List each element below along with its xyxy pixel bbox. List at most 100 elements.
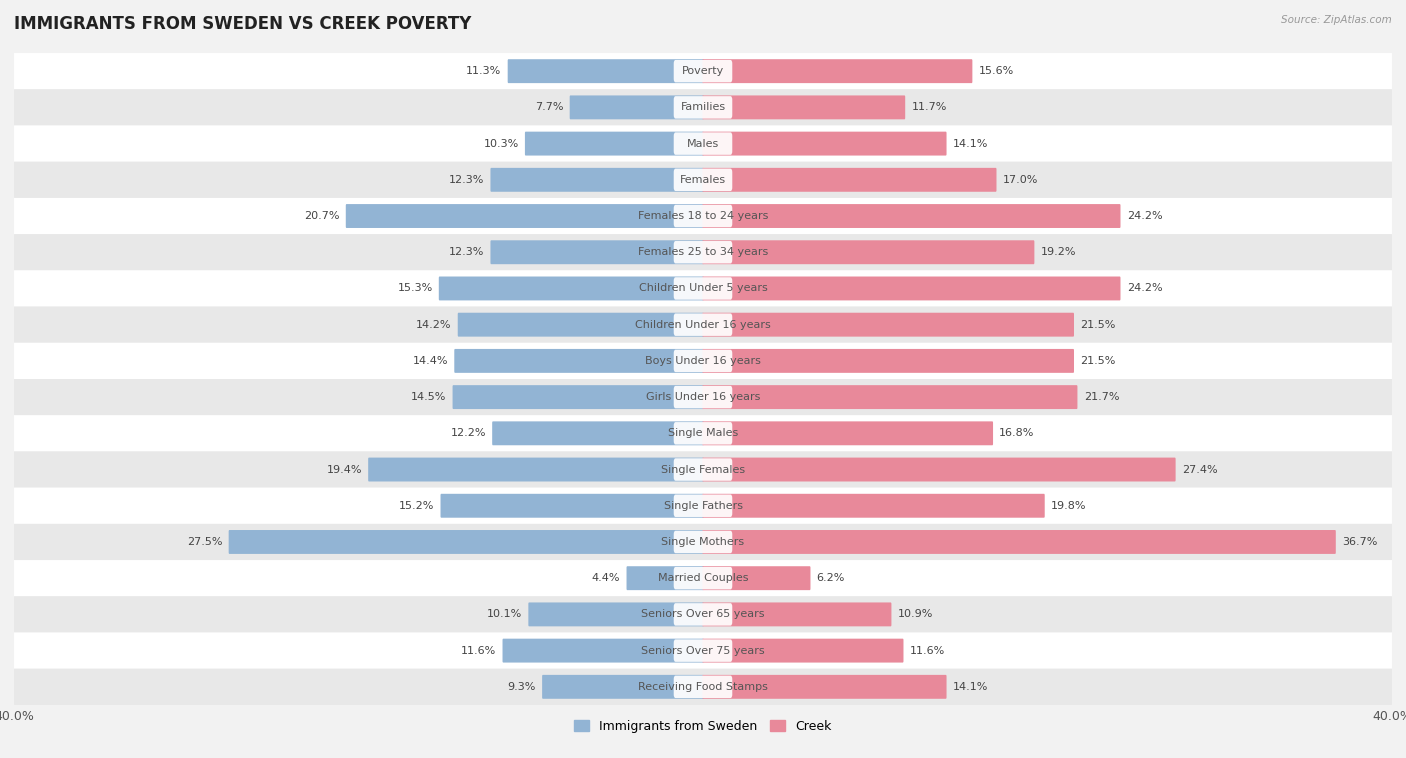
Text: 10.9%: 10.9%	[897, 609, 934, 619]
Text: 6.2%: 6.2%	[817, 573, 845, 583]
Text: Girls Under 16 years: Girls Under 16 years	[645, 392, 761, 402]
Text: 21.5%: 21.5%	[1080, 356, 1115, 366]
FancyBboxPatch shape	[14, 415, 1392, 452]
FancyBboxPatch shape	[14, 343, 1392, 379]
FancyBboxPatch shape	[673, 314, 733, 336]
FancyBboxPatch shape	[14, 53, 1392, 89]
FancyBboxPatch shape	[502, 639, 703, 662]
Text: Females 18 to 24 years: Females 18 to 24 years	[638, 211, 768, 221]
Text: 16.8%: 16.8%	[1000, 428, 1035, 438]
Text: 12.3%: 12.3%	[449, 247, 484, 257]
Text: Families: Families	[681, 102, 725, 112]
FancyBboxPatch shape	[14, 560, 1392, 597]
Text: Children Under 16 years: Children Under 16 years	[636, 320, 770, 330]
FancyBboxPatch shape	[492, 421, 703, 445]
Text: 19.4%: 19.4%	[326, 465, 361, 475]
Text: 10.1%: 10.1%	[486, 609, 522, 619]
Text: 12.2%: 12.2%	[450, 428, 486, 438]
Legend: Immigrants from Sweden, Creek: Immigrants from Sweden, Creek	[569, 715, 837, 738]
Text: Boys Under 16 years: Boys Under 16 years	[645, 356, 761, 366]
Text: 24.2%: 24.2%	[1126, 211, 1163, 221]
Text: IMMIGRANTS FROM SWEDEN VS CREEK POVERTY: IMMIGRANTS FROM SWEDEN VS CREEK POVERTY	[14, 15, 471, 33]
FancyBboxPatch shape	[368, 458, 703, 481]
FancyBboxPatch shape	[673, 349, 733, 372]
Text: 14.5%: 14.5%	[411, 392, 446, 402]
FancyBboxPatch shape	[703, 639, 904, 662]
FancyBboxPatch shape	[673, 241, 733, 264]
Text: 17.0%: 17.0%	[1002, 175, 1038, 185]
Text: 11.6%: 11.6%	[910, 646, 945, 656]
FancyBboxPatch shape	[14, 161, 1392, 198]
FancyBboxPatch shape	[703, 240, 1035, 265]
Text: 12.3%: 12.3%	[449, 175, 484, 185]
Text: 19.2%: 19.2%	[1040, 247, 1076, 257]
FancyBboxPatch shape	[14, 597, 1392, 632]
FancyBboxPatch shape	[524, 132, 703, 155]
Text: 14.2%: 14.2%	[416, 320, 451, 330]
FancyBboxPatch shape	[673, 133, 733, 155]
FancyBboxPatch shape	[703, 566, 810, 590]
Text: 7.7%: 7.7%	[536, 102, 564, 112]
FancyBboxPatch shape	[529, 603, 703, 626]
FancyBboxPatch shape	[627, 566, 703, 590]
FancyBboxPatch shape	[14, 234, 1392, 271]
FancyBboxPatch shape	[439, 277, 703, 300]
FancyBboxPatch shape	[454, 349, 703, 373]
FancyBboxPatch shape	[673, 96, 733, 118]
FancyBboxPatch shape	[346, 204, 703, 228]
FancyBboxPatch shape	[673, 640, 733, 662]
FancyBboxPatch shape	[673, 675, 733, 698]
Text: Single Females: Single Females	[661, 465, 745, 475]
FancyBboxPatch shape	[703, 313, 1074, 337]
FancyBboxPatch shape	[14, 271, 1392, 306]
FancyBboxPatch shape	[491, 240, 703, 265]
FancyBboxPatch shape	[453, 385, 703, 409]
FancyBboxPatch shape	[14, 306, 1392, 343]
FancyBboxPatch shape	[14, 524, 1392, 560]
FancyBboxPatch shape	[14, 487, 1392, 524]
Text: 11.3%: 11.3%	[467, 66, 502, 76]
FancyBboxPatch shape	[703, 530, 1336, 554]
FancyBboxPatch shape	[569, 96, 703, 119]
Text: 21.7%: 21.7%	[1084, 392, 1119, 402]
Text: 14.1%: 14.1%	[953, 139, 988, 149]
FancyBboxPatch shape	[229, 530, 703, 554]
Text: Single Males: Single Males	[668, 428, 738, 438]
FancyBboxPatch shape	[703, 59, 973, 83]
Text: Source: ZipAtlas.com: Source: ZipAtlas.com	[1281, 15, 1392, 25]
Text: 19.8%: 19.8%	[1050, 501, 1087, 511]
FancyBboxPatch shape	[14, 632, 1392, 669]
FancyBboxPatch shape	[14, 379, 1392, 415]
FancyBboxPatch shape	[14, 452, 1392, 487]
Text: 27.4%: 27.4%	[1182, 465, 1218, 475]
Text: Poverty: Poverty	[682, 66, 724, 76]
FancyBboxPatch shape	[673, 168, 733, 191]
FancyBboxPatch shape	[543, 675, 703, 699]
Text: 21.5%: 21.5%	[1080, 320, 1115, 330]
FancyBboxPatch shape	[703, 204, 1121, 228]
Text: 36.7%: 36.7%	[1341, 537, 1378, 547]
Text: Seniors Over 65 years: Seniors Over 65 years	[641, 609, 765, 619]
FancyBboxPatch shape	[703, 385, 1077, 409]
FancyBboxPatch shape	[673, 386, 733, 409]
FancyBboxPatch shape	[14, 126, 1392, 161]
FancyBboxPatch shape	[14, 198, 1392, 234]
FancyBboxPatch shape	[673, 422, 733, 444]
Text: 15.2%: 15.2%	[399, 501, 434, 511]
Text: 14.4%: 14.4%	[412, 356, 449, 366]
FancyBboxPatch shape	[703, 493, 1045, 518]
Text: 11.7%: 11.7%	[911, 102, 946, 112]
Text: Single Fathers: Single Fathers	[664, 501, 742, 511]
FancyBboxPatch shape	[508, 59, 703, 83]
FancyBboxPatch shape	[703, 603, 891, 626]
FancyBboxPatch shape	[673, 205, 733, 227]
Text: Females: Females	[681, 175, 725, 185]
Text: 11.6%: 11.6%	[461, 646, 496, 656]
Text: Receiving Food Stamps: Receiving Food Stamps	[638, 682, 768, 692]
Text: 4.4%: 4.4%	[592, 573, 620, 583]
FancyBboxPatch shape	[673, 494, 733, 517]
FancyBboxPatch shape	[703, 277, 1121, 300]
FancyBboxPatch shape	[703, 675, 946, 699]
FancyBboxPatch shape	[14, 89, 1392, 126]
Text: Single Mothers: Single Mothers	[661, 537, 745, 547]
